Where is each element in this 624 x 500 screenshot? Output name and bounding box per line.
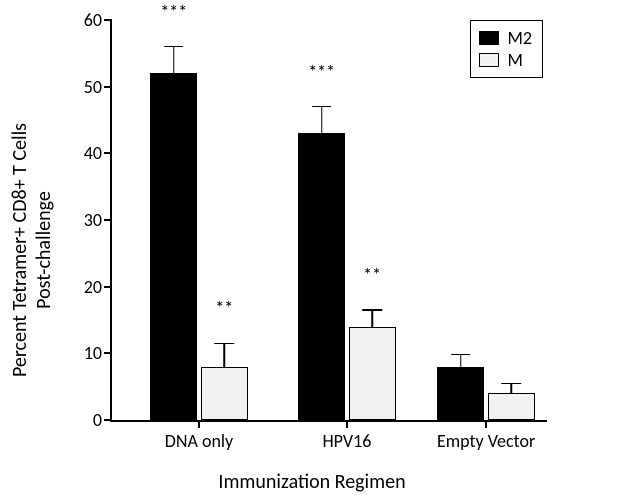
y-tick-label: 10 (84, 342, 112, 364)
legend-item: M (479, 49, 532, 71)
error-cap (451, 354, 471, 356)
significance-label: *** (160, 1, 187, 23)
bar-M (488, 393, 535, 420)
bar-M2 (298, 133, 345, 420)
bar-M2 (437, 367, 484, 420)
legend-item: M2 (479, 27, 532, 49)
y-tick-label: 50 (84, 76, 112, 98)
y-axis-title: Percent Tetramer+ CD8+ T Cells Post-chal… (8, 50, 56, 450)
error-cap (362, 309, 382, 311)
error-cap (502, 383, 522, 385)
bar-M (349, 327, 396, 420)
error-cap (164, 46, 184, 48)
y-tick-label: 40 (84, 142, 112, 164)
error-bar (321, 107, 323, 134)
legend-label: M (507, 49, 522, 71)
y-tick-label: 0 (93, 409, 112, 431)
plot-area: 0102030405060DNA only*****HPV16*****Empt… (110, 20, 547, 422)
x-tick (485, 420, 487, 428)
error-bar (460, 355, 462, 367)
bar-M (201, 367, 248, 420)
error-bar (173, 47, 175, 74)
error-bar (223, 343, 225, 366)
error-bar (371, 310, 373, 327)
significance-label: *** (308, 61, 335, 83)
legend-label: M2 (507, 27, 532, 49)
legend-swatch-M (479, 53, 499, 67)
error-cap (214, 343, 234, 345)
y-tick-label: 60 (84, 9, 112, 31)
error-bar (511, 383, 513, 393)
chart-figure: Percent Tetramer+ CD8+ T Cells Post-chal… (0, 0, 624, 500)
significance-label: ** (215, 297, 233, 319)
error-cap (312, 106, 332, 108)
x-tick (198, 420, 200, 428)
y-tick-label: 20 (84, 276, 112, 298)
x-tick (346, 420, 348, 428)
legend: M2M (470, 20, 543, 78)
legend-swatch-M2 (479, 31, 499, 45)
bar-M2 (150, 73, 197, 420)
significance-label: ** (363, 264, 381, 286)
y-tick-label: 30 (84, 209, 112, 231)
x-axis-title: Immunization Regimen (0, 470, 624, 494)
